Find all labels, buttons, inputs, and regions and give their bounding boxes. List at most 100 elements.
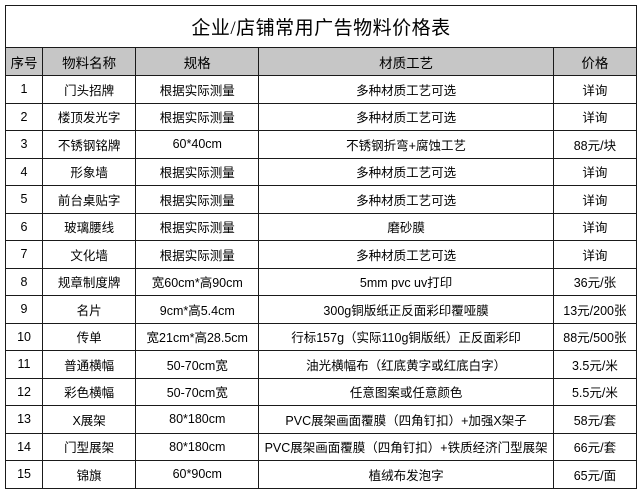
cell-spec: 60*40cm xyxy=(135,130,260,159)
cell-name: 楼顶发光字 xyxy=(42,102,137,131)
cell-material: PVC展架画面覆膜（四角钉扣）+加强X架子 xyxy=(258,405,554,434)
cell-price: 详询 xyxy=(552,157,638,186)
cell-price: 详询 xyxy=(552,75,638,104)
column-header-name: 物料名称 xyxy=(42,47,137,76)
cell-spec: 80*180cm xyxy=(135,432,260,461)
cell-material: 磨砂膜 xyxy=(258,212,554,241)
cell-spec: 60*90cm xyxy=(135,460,260,489)
cell-spec: 9cm*高5.4cm xyxy=(135,295,260,324)
cell-spec: 根据实际测量 xyxy=(135,75,260,104)
page-title: 企业/店铺常用广告物料价格表 xyxy=(5,5,637,48)
cell-price: 5.5元/米 xyxy=(552,377,638,406)
cell-price: 详询 xyxy=(552,212,638,241)
cell-price: 36元/张 xyxy=(552,267,638,296)
cell-name: 规章制度牌 xyxy=(42,267,137,296)
cell-index: 3 xyxy=(4,130,44,159)
cell-index: 9 xyxy=(4,295,44,324)
cell-index: 10 xyxy=(4,322,44,351)
table-row: 6 玻璃腰线 根据实际测量 磨砂膜 详询 xyxy=(4,212,638,241)
cell-index: 8 xyxy=(4,267,44,296)
cell-name: 文化墙 xyxy=(42,240,137,269)
title-row: 企业/店铺常用广告物料价格表 xyxy=(5,5,637,48)
cell-name: 前台桌贴字 xyxy=(42,185,137,214)
cell-material: 植绒布发泡字 xyxy=(258,460,554,489)
cell-material: 油光横幅布（红底黄字或红底白字） xyxy=(258,350,554,379)
cell-index: 12 xyxy=(4,377,44,406)
cell-name: 传单 xyxy=(42,322,137,351)
cell-material: 300g铜版纸正反面彩印覆哑膜 xyxy=(258,295,554,324)
table-row: 1 门头招牌 根据实际测量 多种材质工艺可选 详询 xyxy=(4,75,638,104)
cell-name: 不锈钢铭牌 xyxy=(42,130,137,159)
column-header-price: 价格 xyxy=(552,47,638,76)
cell-spec: 50-70cm宽 xyxy=(135,350,260,379)
cell-spec: 宽60cm*高90cm xyxy=(135,267,260,296)
cell-spec: 50-70cm宽 xyxy=(135,377,260,406)
cell-material: 多种材质工艺可选 xyxy=(258,240,554,269)
table-row: 2 楼顶发光字 根据实际测量 多种材质工艺可选 详询 xyxy=(4,102,638,131)
cell-spec: 根据实际测量 xyxy=(135,102,260,131)
cell-name: 名片 xyxy=(42,295,137,324)
cell-name: 普通横幅 xyxy=(42,350,137,379)
table-row: 7 文化墙 根据实际测量 多种材质工艺可选 详询 xyxy=(4,240,638,269)
cell-name: 锦旗 xyxy=(42,460,137,489)
cell-index: 2 xyxy=(4,102,44,131)
cell-name: 门型展架 xyxy=(42,432,137,461)
table-row: 9 名片 9cm*高5.4cm 300g铜版纸正反面彩印覆哑膜 13元/200张 xyxy=(4,295,638,324)
cell-spec: 根据实际测量 xyxy=(135,212,260,241)
table-row: 15 锦旗 60*90cm 植绒布发泡字 65元/面 xyxy=(4,460,638,489)
table-row: 4 形象墙 根据实际测量 多种材质工艺可选 详询 xyxy=(4,157,638,186)
cell-price: 66元/套 xyxy=(552,432,638,461)
column-header-material: 材质工艺 xyxy=(258,47,554,76)
cell-material: 不锈钢折弯+腐蚀工艺 xyxy=(258,130,554,159)
table-row: 11 普通横幅 50-70cm宽 油光横幅布（红底黄字或红底白字） 3.5元/米 xyxy=(4,350,638,379)
table-row: 10 传单 宽21cm*高28.5cm 行标157g（实际110g铜版纸）正反面彩印 8… xyxy=(4,322,638,351)
cell-price: 88元/块 xyxy=(552,130,638,159)
table-row: 13 X展架 80*180cm PVC展架画面覆膜（四角钉扣）+加强X架子 58元/套 xyxy=(4,405,638,434)
cell-index: 4 xyxy=(4,157,44,186)
cell-index: 5 xyxy=(4,185,44,214)
table-row: 12 彩色横幅 50-70cm宽 任意图案或任意颜色 5.5元/米 xyxy=(4,377,638,406)
cell-spec: 80*180cm xyxy=(135,405,260,434)
cell-spec: 根据实际测量 xyxy=(135,157,260,186)
cell-price: 58元/套 xyxy=(552,405,638,434)
price-table-body: 企业/店铺常用广告物料价格表 序号 物料名称 规格 材质工艺 价格 1 门头招牌根… xyxy=(4,5,638,489)
cell-index: 6 xyxy=(4,212,44,241)
table-row: 3 不锈钢铭牌 60*40cm 不锈钢折弯+腐蚀工艺 88元/块 xyxy=(4,130,638,159)
column-header-index: 序号 xyxy=(4,47,44,76)
cell-index: 7 xyxy=(4,240,44,269)
cell-spec: 宽21cm*高28.5cm xyxy=(135,322,260,351)
cell-price: 65元/面 xyxy=(552,460,638,489)
cell-material: 多种材质工艺可选 xyxy=(258,185,554,214)
cell-name: 玻璃腰线 xyxy=(42,212,137,241)
cell-material: 多种材质工艺可选 xyxy=(258,102,554,131)
table-row: 14 门型展架 80*180cm PVC展架画面覆膜（四角钉扣）+铁质经济门型展架 66… xyxy=(4,432,638,461)
cell-name: 形象墙 xyxy=(42,157,137,186)
cell-price: 3.5元/米 xyxy=(552,350,638,379)
cell-material: 行标157g（实际110g铜版纸）正反面彩印 xyxy=(258,322,554,351)
cell-material: 多种材质工艺可选 xyxy=(258,75,554,104)
cell-price: 详询 xyxy=(552,102,638,131)
table-header-row: 序号 物料名称 规格 材质工艺 价格 xyxy=(4,47,638,76)
cell-material: 5mm pvc uv打印 xyxy=(258,267,554,296)
cell-index: 14 xyxy=(4,432,44,461)
cell-price: 88元/500张 xyxy=(552,322,638,351)
table-row: 5 前台桌贴字 根据实际测量 多种材质工艺可选 详询 xyxy=(4,185,638,214)
price-table: 企业/店铺常用广告物料价格表 序号 物料名称 规格 材质工艺 价格 1 门头招牌根… xyxy=(4,5,638,489)
cell-price: 13元/200张 xyxy=(552,295,638,324)
cell-spec: 根据实际测量 xyxy=(135,240,260,269)
cell-material: PVC展架画面覆膜（四角钉扣）+铁质经济门型展架 xyxy=(258,432,554,461)
cell-name: 门头招牌 xyxy=(42,75,137,104)
cell-material: 任意图案或任意颜色 xyxy=(258,377,554,406)
cell-price: 详询 xyxy=(552,185,638,214)
cell-index: 1 xyxy=(4,75,44,104)
cell-index: 13 xyxy=(4,405,44,434)
cell-name: 彩色横幅 xyxy=(42,377,137,406)
column-header-spec: 规格 xyxy=(135,47,260,76)
cell-material: 多种材质工艺可选 xyxy=(258,157,554,186)
table-row: 8 规章制度牌 宽60cm*高90cm 5mm pvc uv打印 36元/张 xyxy=(4,267,638,296)
cell-price: 详询 xyxy=(552,240,638,269)
cell-index: 15 xyxy=(4,460,44,489)
cell-name: X展架 xyxy=(42,405,137,434)
cell-spec: 根据实际测量 xyxy=(135,185,260,214)
